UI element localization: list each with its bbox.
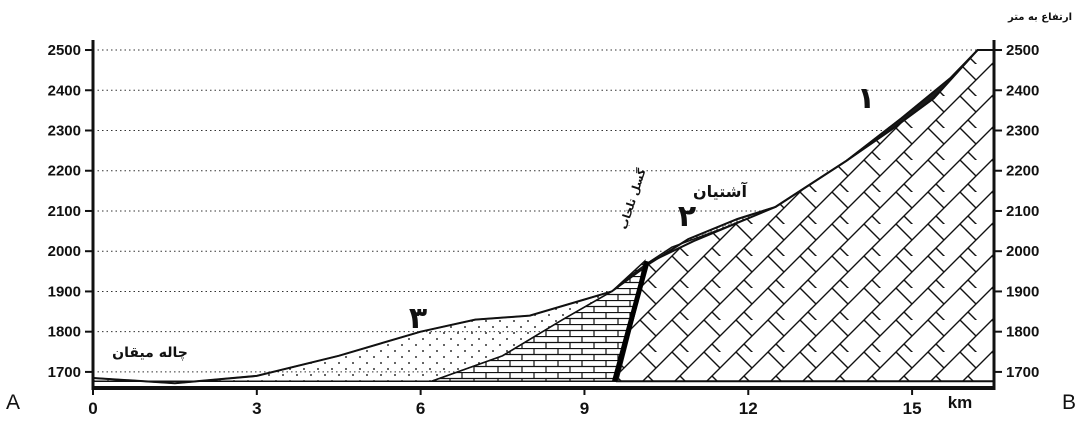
x-tick-label: 0 <box>88 399 97 418</box>
y-tick-label-left: 2200 <box>48 163 81 180</box>
y-tick-label-right: 2500 <box>1006 42 1039 59</box>
fault-line <box>612 260 650 382</box>
y-tick-label-left: 2500 <box>48 42 81 59</box>
y-tick-label-right: 2200 <box>1006 163 1039 180</box>
endpoint-b-label: B <box>1062 391 1076 414</box>
y-tick-label-right: 1700 <box>1006 364 1039 381</box>
x-tick-label: 15 <box>903 399 922 418</box>
y-tick-label-left: 1800 <box>48 324 81 341</box>
unit-number-2: ۲ <box>678 199 696 234</box>
town-label: آشتیان <box>693 181 747 201</box>
y-tick-label-right: 2100 <box>1006 203 1039 220</box>
y-tick-label-right: 1800 <box>1006 324 1039 341</box>
unit-number-3: ۳ <box>409 301 427 336</box>
basement-crosshatch-unit <box>615 49 995 383</box>
basin-label: چاله میقان <box>112 345 188 361</box>
y-tick-label-right: 2000 <box>1006 243 1039 260</box>
y-tick-label-right: 1900 <box>1006 283 1039 300</box>
y-axis-title: ارتفاع به متر <box>1007 12 1072 23</box>
x-axis-unit-label: km <box>948 393 973 412</box>
y-tick-label-left: 2400 <box>48 82 81 99</box>
x-tick-label: 12 <box>739 399 758 418</box>
x-tick-label: 3 <box>252 399 261 418</box>
y-tick-label-left: 2000 <box>48 243 81 260</box>
y-tick-label-right: 2400 <box>1006 82 1039 99</box>
y-tick-label-left: 2100 <box>48 203 81 220</box>
y-tick-label-right: 2300 <box>1006 122 1039 139</box>
topographic-surface <box>92 49 979 385</box>
unit-number-1: ۱ <box>857 81 875 116</box>
x-tick-label: 6 <box>416 399 425 418</box>
y-tick-label-left: 1900 <box>48 283 81 300</box>
fault-label: گسل تلخاب <box>617 166 649 230</box>
x-tick-label: 9 <box>580 399 589 418</box>
endpoint-a-label: A <box>6 391 20 414</box>
y-tick-label-left: 2300 <box>48 122 81 139</box>
y-tick-label-left: 1700 <box>48 364 81 381</box>
axes: 1700 1700 1800 1800 1900 1900 2000 2000 2100 2100… <box>6 12 1076 418</box>
